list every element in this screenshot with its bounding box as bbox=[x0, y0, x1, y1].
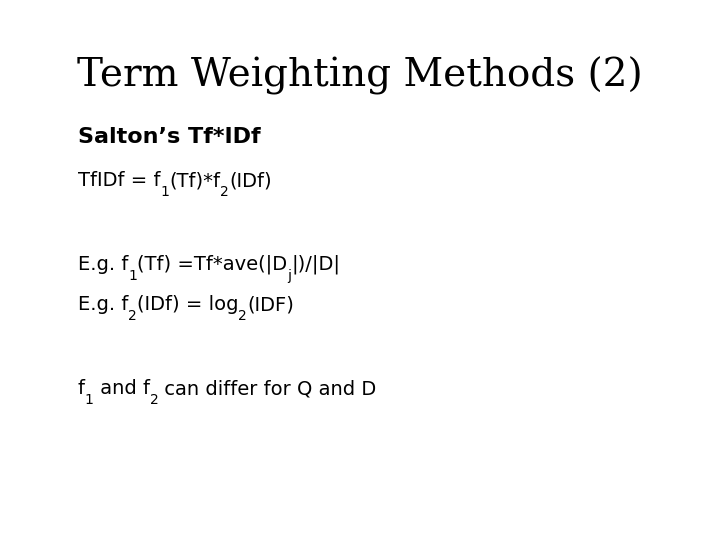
Text: (Tf)*f: (Tf)*f bbox=[169, 171, 220, 190]
Text: (Tf) =Tf*ave(|D: (Tf) =Tf*ave(|D bbox=[137, 255, 287, 274]
Text: 1: 1 bbox=[128, 269, 137, 283]
Text: Salton’s Tf*IDf: Salton’s Tf*IDf bbox=[78, 127, 261, 147]
Text: 2: 2 bbox=[150, 393, 158, 407]
Text: 2: 2 bbox=[238, 309, 247, 323]
Text: |)/|D|: |)/|D| bbox=[291, 255, 340, 274]
Text: Term Weighting Methods (2): Term Weighting Methods (2) bbox=[77, 57, 643, 95]
Text: 2: 2 bbox=[128, 309, 137, 323]
Text: (IDF): (IDF) bbox=[247, 295, 294, 314]
Text: 1: 1 bbox=[161, 185, 169, 199]
Text: can differ for Q and D: can differ for Q and D bbox=[158, 379, 377, 398]
Text: j: j bbox=[287, 269, 291, 283]
Text: (IDf) = log: (IDf) = log bbox=[137, 295, 238, 314]
Text: (IDf): (IDf) bbox=[229, 171, 271, 190]
Text: and f: and f bbox=[94, 379, 150, 398]
Text: 1: 1 bbox=[85, 393, 94, 407]
Text: E.g. f: E.g. f bbox=[78, 255, 128, 274]
Text: 2: 2 bbox=[220, 185, 229, 199]
Text: TfIDf = f: TfIDf = f bbox=[78, 171, 161, 190]
Text: f: f bbox=[78, 379, 85, 398]
Text: E.g. f: E.g. f bbox=[78, 295, 128, 314]
